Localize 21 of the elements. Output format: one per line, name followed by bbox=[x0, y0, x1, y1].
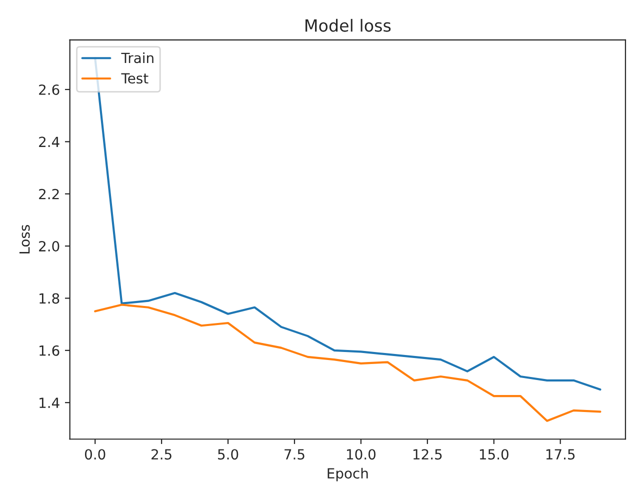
x-tick-label: 10.0 bbox=[347, 449, 376, 460]
y-tick-label: 2.0 bbox=[39, 241, 60, 252]
y-axis-title: Loss bbox=[19, 224, 30, 254]
y-tick-label: 1.6 bbox=[40, 345, 60, 356]
x-axis-title: Epoch bbox=[328, 468, 368, 482]
x-tick-label: 12.5 bbox=[413, 449, 442, 460]
y-tick-label: 2.4 bbox=[39, 136, 60, 147]
legend-label: Train bbox=[121, 52, 154, 64]
x-tick-label: 0.0 bbox=[84, 449, 106, 460]
x-tick-label: 7.5 bbox=[284, 449, 304, 460]
y-tick-label: 2.6 bbox=[39, 84, 60, 95]
x-tick-label: 5.0 bbox=[218, 449, 238, 460]
x-tick-label: 15.0 bbox=[480, 449, 508, 460]
legend-label: Test bbox=[121, 73, 148, 84]
chart-title: Model loss bbox=[306, 18, 391, 32]
y-tick-label: 1.8 bbox=[40, 293, 60, 304]
x-tick-label: 17.5 bbox=[546, 449, 575, 460]
y-tick-label: 1.4 bbox=[40, 398, 60, 408]
y-tick-label: 2.2 bbox=[39, 188, 59, 200]
line-series bbox=[94, 304, 602, 422]
x-tick-label: 2.5 bbox=[152, 449, 172, 460]
